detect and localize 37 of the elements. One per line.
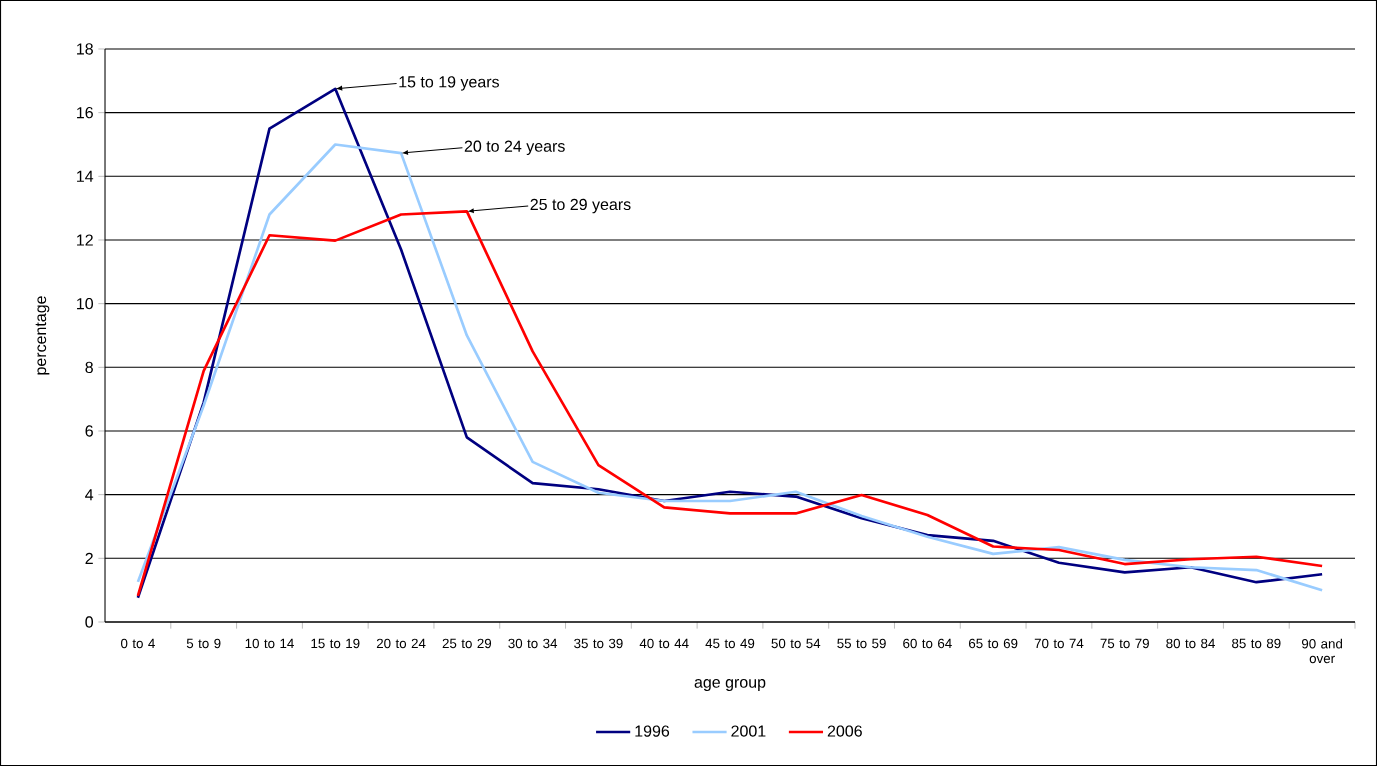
y-tick-label: 2 bbox=[85, 552, 93, 564]
x-tick-label: 90 and over bbox=[1301, 638, 1343, 664]
x-tick-label: 65 to 69 bbox=[969, 638, 1018, 649]
x-tick-label: 30 to 34 bbox=[508, 638, 558, 649]
x-tick-label: 75 to 79 bbox=[1100, 638, 1149, 649]
y-tick-label: 16 bbox=[77, 106, 93, 119]
y-tick-label: 8 bbox=[85, 361, 93, 373]
x-tick-label: 10 to 14 bbox=[245, 638, 294, 649]
y-tick-label: 12 bbox=[77, 234, 93, 246]
annotation: 20 to 24 years bbox=[464, 140, 565, 155]
x-tick-label: 60 to 64 bbox=[903, 638, 952, 649]
y-tick-label: 6 bbox=[85, 425, 93, 437]
x-tick-label: 20 to 24 bbox=[376, 638, 426, 649]
x-tick-label: 85 to 89 bbox=[1232, 638, 1281, 649]
x-axis-title: age group bbox=[694, 679, 766, 691]
x-tick-label: 5 to 9 bbox=[186, 638, 221, 649]
x-tick-label: 0 to 4 bbox=[121, 638, 155, 649]
y-tick-label: 14 bbox=[77, 170, 94, 182]
x-tick-label: 70 to 74 bbox=[1034, 638, 1084, 649]
y-tick-label: 4 bbox=[85, 489, 94, 501]
legend-label: 1996 bbox=[635, 725, 670, 737]
legend-label: 2006 bbox=[827, 725, 862, 737]
x-tick-label: 45 to 49 bbox=[705, 638, 755, 649]
legend-label: 2001 bbox=[731, 725, 766, 737]
x-tick-label: 35 to 39 bbox=[574, 638, 623, 649]
y-tick-label: 18 bbox=[77, 43, 93, 55]
x-tick-label: 80 to 84 bbox=[1166, 638, 1215, 649]
x-tick-label: 55 to 59 bbox=[837, 638, 886, 649]
y-tick-label: 10 bbox=[77, 297, 94, 310]
annotation: 25 to 29 years bbox=[530, 198, 631, 214]
x-tick-label: 50 to 54 bbox=[771, 638, 821, 649]
x-tick-label: 25 to 29 bbox=[442, 638, 492, 649]
x-tick-label: 15 to 19 bbox=[311, 638, 360, 649]
y-axis-title: percentage bbox=[35, 296, 50, 375]
x-tick-label: 40 to 44 bbox=[639, 638, 689, 649]
annotation: 15 to 19 years bbox=[399, 76, 499, 91]
y-tick-label: 0 bbox=[85, 616, 94, 628]
